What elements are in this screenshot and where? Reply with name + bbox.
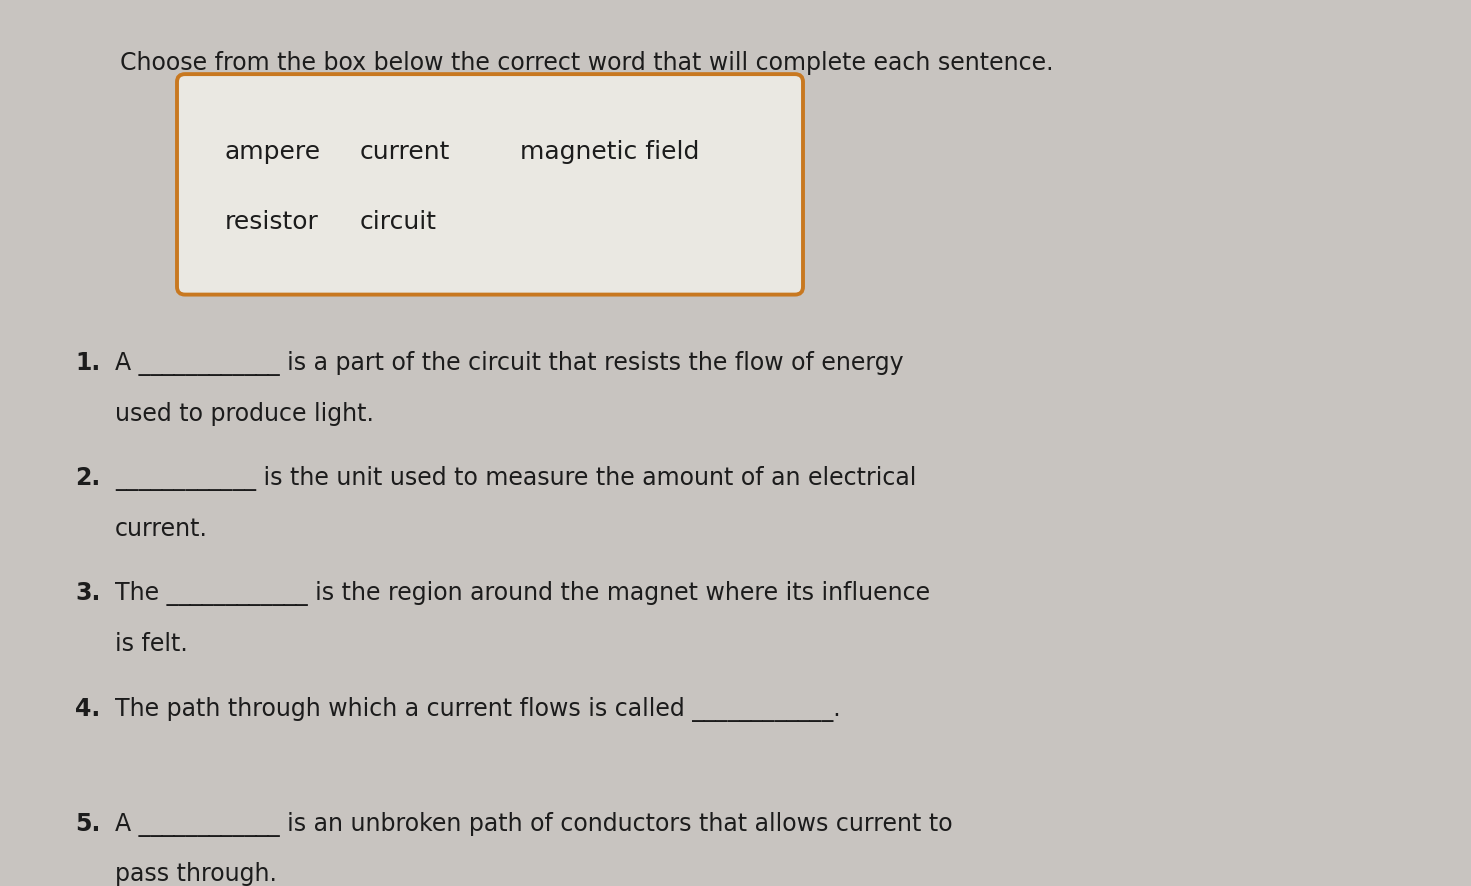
Text: The path through which a current flows is called ____________.: The path through which a current flows i…: [115, 696, 840, 720]
Text: 3.: 3.: [75, 580, 100, 605]
Text: ____________ is the unit used to measure the amount of an electrical: ____________ is the unit used to measure…: [115, 466, 916, 491]
Text: 2.: 2.: [75, 466, 100, 490]
Text: A ____________ is an unbroken path of conductors that allows current to: A ____________ is an unbroken path of co…: [115, 811, 953, 835]
Text: current.: current.: [115, 517, 207, 540]
Text: Choose from the box below the correct word that will complete each sentence.: Choose from the box below the correct wo…: [121, 51, 1053, 74]
Text: magnetic field: magnetic field: [521, 139, 699, 163]
Text: pass through.: pass through.: [115, 861, 277, 885]
Text: A ____________ is a part of the circuit that resists the flow of energy: A ____________ is a part of the circuit …: [115, 351, 903, 376]
Text: 1.: 1.: [75, 351, 100, 375]
Text: 4.: 4.: [75, 696, 100, 719]
Text: resistor: resistor: [225, 209, 319, 234]
Text: ampere: ampere: [225, 139, 321, 163]
Text: circuit: circuit: [360, 209, 437, 234]
FancyBboxPatch shape: [177, 75, 803, 295]
Text: is felt.: is felt.: [115, 632, 188, 656]
Text: 5.: 5.: [75, 811, 100, 835]
Text: used to produce light.: used to produce light.: [115, 401, 374, 425]
Text: current: current: [360, 139, 450, 163]
Text: The ____________ is the region around the magnet where its influence: The ____________ is the region around th…: [115, 580, 930, 606]
